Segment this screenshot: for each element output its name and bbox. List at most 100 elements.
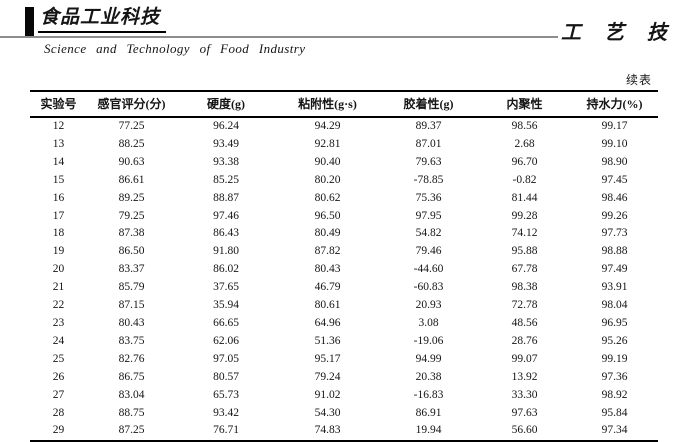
column-header: 感官评分(分) bbox=[87, 91, 176, 118]
masthead-black-bar bbox=[25, 7, 34, 38]
cell-cohesiveness: 81.44 bbox=[511, 191, 538, 204]
cell-experiment-no: 13 bbox=[52, 137, 65, 150]
cell-water-holding: 97.36 bbox=[601, 370, 628, 383]
cell-adhesiveness: 87.82 bbox=[314, 245, 341, 258]
column-header: 实验号 bbox=[30, 91, 87, 118]
cell-hardness: 93.49 bbox=[213, 137, 239, 150]
cell-gumminess: 94.99 bbox=[415, 352, 442, 365]
cell-gumminess: -19.06 bbox=[413, 334, 444, 347]
cell-gumminess: -78.85 bbox=[413, 173, 444, 186]
results-table: 实验号 感官评分(分) 硬度(g) 粘附性(g·s) 胶着性(g) 内聚性 持水力(%) 1… bbox=[30, 90, 658, 442]
cell-sensory-score: 89.25 bbox=[118, 191, 145, 204]
cell-gumminess: -60.83 bbox=[413, 281, 444, 294]
cell-adhesiveness: 54.30 bbox=[314, 406, 341, 419]
cell-water-holding: 98.92 bbox=[601, 388, 628, 401]
cell-experiment-no: 23 bbox=[52, 316, 65, 329]
cell-experiment-no: 25 bbox=[52, 352, 65, 365]
cell-experiment-no: 27 bbox=[52, 388, 65, 401]
cell-sensory-score: 88.75 bbox=[118, 406, 145, 419]
cell-gumminess: 75.36 bbox=[415, 191, 442, 204]
cell-adhesiveness: 91.02 bbox=[314, 388, 341, 401]
cell-water-holding: 99.26 bbox=[601, 209, 628, 222]
cell-hardness: 97.05 bbox=[213, 352, 239, 365]
cell-sensory-score: 86.50 bbox=[118, 245, 145, 258]
cell-cohesiveness: 48.56 bbox=[511, 316, 538, 329]
journal-name-english: Science and Technology of Food Industry bbox=[44, 41, 306, 56]
cell-adhesiveness: 79.24 bbox=[314, 370, 341, 383]
cell-sensory-score: 90.63 bbox=[118, 155, 145, 168]
cell-sensory-score: 83.37 bbox=[118, 263, 145, 276]
cell-gumminess: 97.95 bbox=[415, 209, 442, 222]
cell-adhesiveness: 95.17 bbox=[314, 352, 341, 365]
cell-adhesiveness: 92.81 bbox=[314, 137, 341, 150]
cell-gumminess: 86.91 bbox=[415, 406, 442, 419]
table-row: 25 82.76 97.05 95.17 94.99 99.07 99.19 bbox=[30, 351, 658, 369]
cell-hardness: 35.94 bbox=[213, 299, 239, 312]
cell-cohesiveness: 96.70 bbox=[511, 155, 538, 168]
cell-hardness: 96.24 bbox=[213, 120, 239, 132]
cell-adhesiveness: 46.79 bbox=[314, 281, 341, 294]
cell-water-holding: 95.84 bbox=[601, 406, 628, 419]
cell-cohesiveness: 67.78 bbox=[511, 263, 538, 276]
cell-cohesiveness: -0.82 bbox=[512, 173, 537, 186]
cell-hardness: 66.65 bbox=[213, 316, 239, 329]
cell-water-holding: 99.17 bbox=[601, 120, 628, 132]
cell-water-holding: 98.88 bbox=[601, 245, 628, 258]
cell-hardness: 93.38 bbox=[213, 155, 239, 168]
cell-hardness: 80.57 bbox=[213, 370, 239, 383]
cell-hardness: 62.06 bbox=[213, 334, 239, 347]
cell-water-holding: 98.90 bbox=[601, 155, 628, 168]
cell-cohesiveness: 99.28 bbox=[511, 209, 538, 222]
cell-experiment-no: 28 bbox=[52, 406, 65, 419]
cell-experiment-no: 16 bbox=[52, 191, 65, 204]
cell-hardness: 85.25 bbox=[213, 173, 239, 186]
cell-hardness: 88.87 bbox=[213, 191, 239, 204]
table-row: 19 86.50 91.80 87.82 79.46 95.88 98.88 bbox=[30, 243, 658, 261]
cell-water-holding: 95.26 bbox=[601, 334, 628, 347]
cell-sensory-score: 86.61 bbox=[118, 173, 145, 186]
cell-sensory-score: 82.76 bbox=[118, 352, 145, 365]
cell-water-holding: 97.73 bbox=[601, 227, 628, 240]
cell-sensory-score: 85.79 bbox=[118, 281, 145, 294]
cell-cohesiveness: 33.30 bbox=[511, 388, 538, 401]
cell-hardness: 65.73 bbox=[213, 388, 239, 401]
cell-sensory-score: 77.25 bbox=[118, 120, 145, 132]
table-row: 14 90.63 93.38 90.40 79.63 96.70 98.90 bbox=[30, 154, 658, 172]
cell-sensory-score: 83.04 bbox=[118, 388, 145, 401]
table-row: 18 87.38 86.43 80.49 54.82 74.12 97.73 bbox=[30, 225, 658, 243]
cell-adhesiveness: 80.62 bbox=[314, 191, 341, 204]
cell-experiment-no: 17 bbox=[52, 209, 65, 222]
table-row: 28 88.75 93.42 54.30 86.91 97.63 95.84 bbox=[30, 405, 658, 423]
cell-adhesiveness: 64.96 bbox=[314, 316, 341, 329]
cell-gumminess: 19.94 bbox=[415, 424, 442, 437]
cell-water-holding: 97.45 bbox=[601, 173, 628, 186]
cell-cohesiveness: 99.07 bbox=[511, 352, 538, 365]
cell-adhesiveness: 96.50 bbox=[314, 209, 341, 222]
cell-experiment-no: 26 bbox=[52, 370, 65, 383]
cell-water-holding: 96.95 bbox=[601, 316, 628, 329]
cell-cohesiveness: 28.76 bbox=[511, 334, 538, 347]
column-header: 持水力(%) bbox=[571, 91, 658, 118]
cell-gumminess: 89.37 bbox=[415, 120, 442, 132]
table-row: 13 88.25 93.49 92.81 87.01 2.68 99.10 bbox=[30, 136, 658, 154]
table-body: 12 77.25 96.24 94.29 89.37 98.56 99.17 1… bbox=[30, 117, 658, 441]
cell-cohesiveness: 13.92 bbox=[511, 370, 538, 383]
cell-gumminess: 20.38 bbox=[415, 370, 442, 383]
table-row: 23 80.43 66.65 64.96 3.08 48.56 96.95 bbox=[30, 315, 658, 333]
cell-gumminess: 87.01 bbox=[415, 137, 442, 150]
table-row: 17 79.25 97.46 96.50 97.95 99.28 99.26 bbox=[30, 208, 658, 226]
cell-adhesiveness: 80.49 bbox=[314, 227, 341, 240]
cell-experiment-no: 29 bbox=[52, 424, 65, 437]
cell-water-holding: 99.19 bbox=[601, 352, 628, 365]
column-header: 硬度(g) bbox=[176, 91, 276, 118]
cell-adhesiveness: 74.83 bbox=[314, 424, 341, 437]
table-row: 27 83.04 65.73 91.02 -16.83 33.30 98.92 bbox=[30, 387, 658, 405]
cell-sensory-score: 86.75 bbox=[118, 370, 145, 383]
cell-experiment-no: 24 bbox=[52, 334, 65, 347]
cell-hardness: 37.65 bbox=[213, 281, 239, 294]
cell-hardness: 86.43 bbox=[213, 227, 239, 240]
table-row: 15 86.61 85.25 80.20 -78.85 -0.82 97.45 bbox=[30, 172, 658, 190]
cell-experiment-no: 19 bbox=[52, 245, 65, 258]
cell-water-holding: 99.10 bbox=[601, 137, 628, 150]
